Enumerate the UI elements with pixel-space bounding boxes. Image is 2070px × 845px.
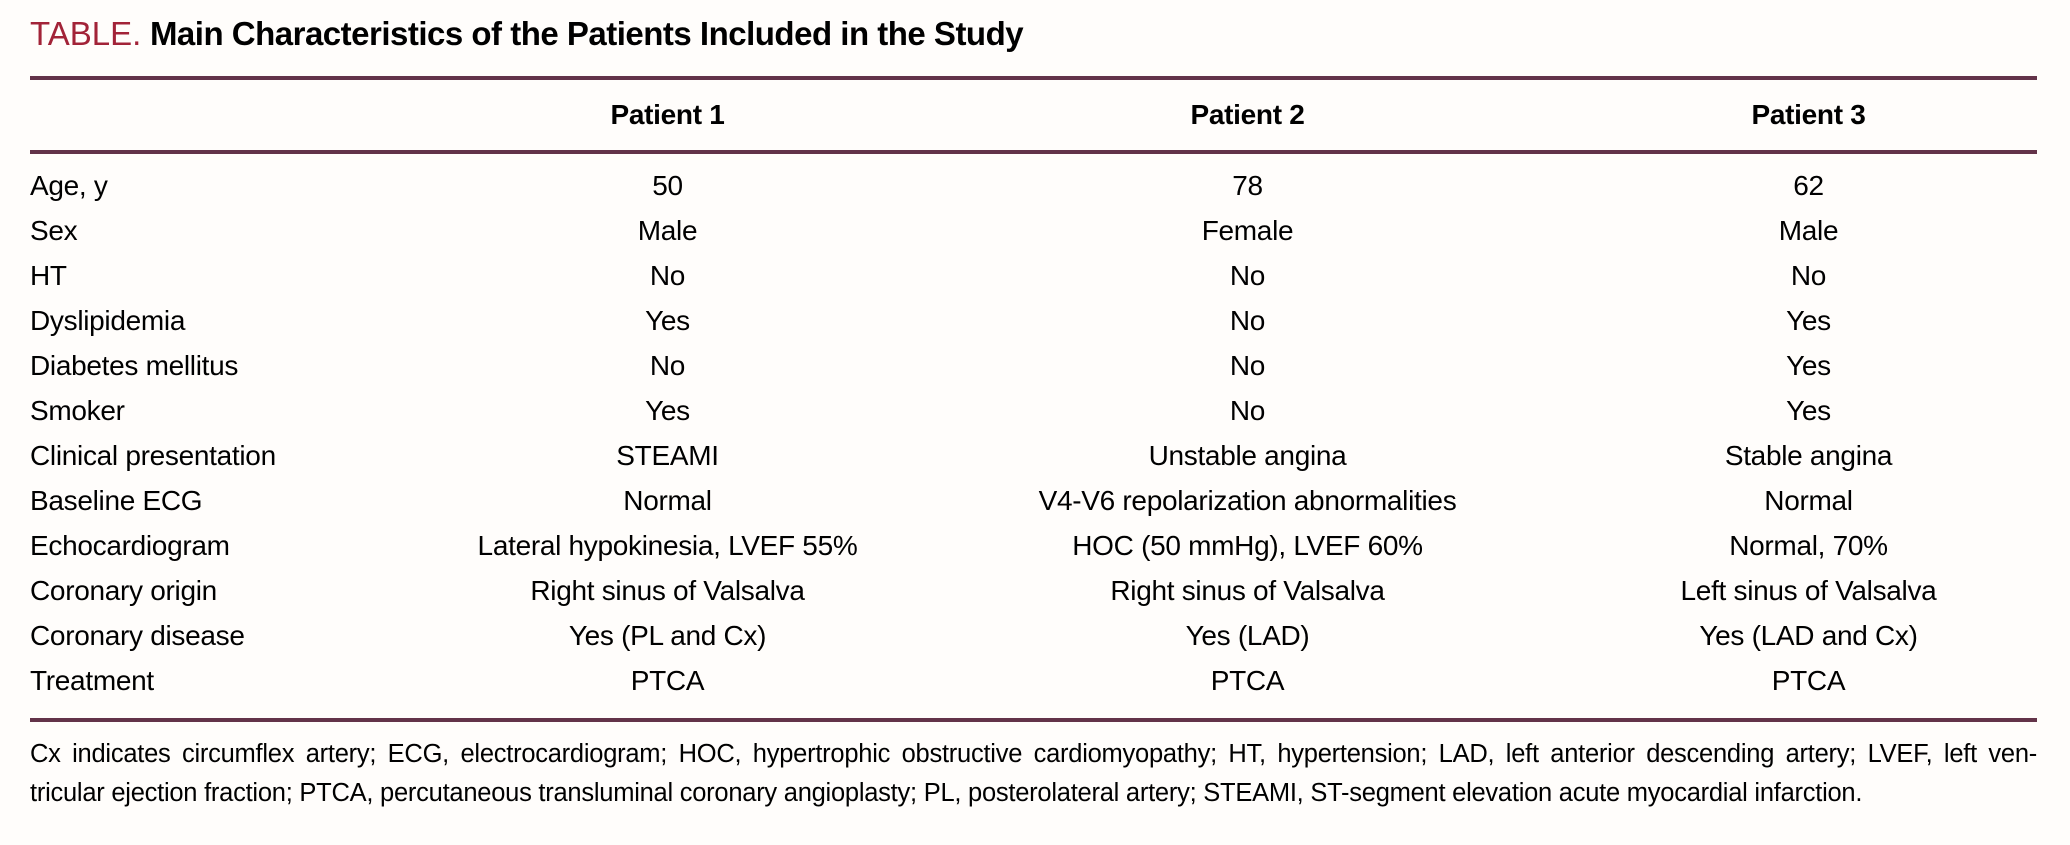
paper-table-figure: TABLE. Main Characteristics of the Patie… — [30, 14, 2037, 813]
header-row: Patient 1 Patient 2 Patient 3 — [30, 80, 2037, 150]
cell-patient-2: Female — [1201, 214, 1294, 246]
footnote: Cx indicates circumflex artery; ECG, ele… — [30, 735, 2037, 813]
table-row: Baseline ECG Normal V4-V6 repolarization… — [30, 478, 2037, 523]
cell-patient-1: PTCA — [630, 664, 705, 696]
cell-patient-3: Normal — [1764, 484, 1853, 516]
cell-patient-1: STEAMI — [616, 439, 719, 471]
table-row: Clinical presentation STEAMI Unstable an… — [30, 433, 2037, 478]
cell-patient-1: Yes — [645, 304, 690, 336]
table-label: TABLE. — [30, 15, 142, 52]
cell-patient-1: Male — [637, 214, 698, 246]
bottom-rule — [30, 718, 2037, 722]
cell-patient-1: 50 — [652, 169, 683, 201]
cell-patient-3: Stable angina — [1724, 439, 1893, 471]
cell-patient-2: No — [1229, 304, 1266, 336]
cell-patient-3: Yes (LAD and Cx) — [1699, 619, 1918, 651]
table-title-text: Main Characteristics of the Patients Inc… — [149, 15, 1024, 52]
footnote-line-1: Cx indicates circumflex artery; ECG, ele… — [30, 740, 2037, 768]
row-label: Dyslipidemia — [30, 304, 186, 336]
cell-patient-1: Yes (PL and Cx) — [568, 619, 767, 651]
row-label: HT — [30, 259, 67, 291]
footnote-line-2: tricular ejection fraction; PTCA, percut… — [30, 779, 1863, 807]
row-label: Coronary origin — [30, 574, 217, 606]
cell-patient-3: Left sinus of Valsalva — [1680, 574, 1937, 606]
table-row: Diabetes mellitus No No Yes — [30, 343, 2037, 388]
column-header-patient-2: Patient 2 — [1190, 99, 1305, 130]
table-row: Age, y 50 78 62 — [30, 163, 2037, 208]
cell-patient-2: Yes (LAD) — [1185, 619, 1310, 651]
cell-patient-1: Normal — [623, 484, 712, 516]
row-label: Smoker — [30, 394, 125, 426]
table-row: Smoker Yes No Yes — [30, 388, 2037, 433]
cell-patient-3: Normal, 70% — [1729, 529, 1888, 561]
table-row: HT No No No — [30, 253, 2037, 298]
row-label: Clinical presentation — [30, 439, 276, 471]
cell-patient-2: V4-V6 repolarization abnormalities — [1038, 484, 1457, 516]
table-row: Sex Male Female Male — [30, 208, 2037, 253]
column-header-patient-3: Patient 3 — [1751, 99, 1866, 130]
row-label: Age, y — [30, 169, 108, 201]
cell-patient-2: PTCA — [1210, 664, 1285, 696]
table-row: Coronary disease Yes (PL and Cx) Yes (LA… — [30, 613, 2037, 658]
cell-patient-3: No — [1790, 259, 1827, 291]
cell-patient-2: No — [1229, 349, 1266, 381]
cell-patient-1: No — [649, 259, 686, 291]
cell-patient-2: No — [1229, 259, 1266, 291]
cell-patient-1: No — [649, 349, 686, 381]
cell-patient-3: PTCA — [1771, 664, 1846, 696]
row-label: Diabetes mellitus — [30, 349, 239, 381]
cell-patient-2: Unstable angina — [1148, 439, 1347, 471]
column-header-patient-1: Patient 1 — [610, 99, 725, 130]
top-rule — [30, 76, 2037, 80]
cell-patient-3: Yes — [1786, 349, 1831, 381]
cell-patient-3: 62 — [1793, 169, 1824, 201]
table-title: TABLE. Main Characteristics of the Patie… — [30, 14, 2037, 54]
cell-patient-2: Right sinus of Valsalva — [1110, 574, 1385, 606]
row-label: Coronary disease — [30, 619, 245, 651]
cell-patient-3: Yes — [1786, 304, 1831, 336]
header-rule — [30, 150, 2037, 154]
row-label: Baseline ECG — [30, 484, 203, 516]
row-label: Treatment — [30, 664, 154, 696]
characteristics-table-body: Age, y 50 78 62 Sex Male Female Male HT … — [30, 154, 2037, 718]
table-row: Dyslipidemia Yes No Yes — [30, 298, 2037, 343]
cell-patient-1: Yes — [645, 394, 690, 426]
cell-patient-1: Right sinus of Valsalva — [530, 574, 805, 606]
cell-patient-2: HOC (50 mmHg), LVEF 60% — [1072, 529, 1423, 561]
cell-patient-2: No — [1229, 394, 1266, 426]
cell-patient-3: Yes — [1786, 394, 1831, 426]
cell-patient-3: Male — [1778, 214, 1839, 246]
table-row: Echocardiogram Lateral hypokinesia, LVEF… — [30, 523, 2037, 568]
table-row: Coronary origin Right sinus of Valsalva … — [30, 568, 2037, 613]
cell-patient-1: Lateral hypokinesia, LVEF 55% — [477, 529, 858, 561]
row-label: Echocardiogram — [30, 529, 230, 561]
table-row: Treatment PTCA PTCA PTCA — [30, 658, 2037, 703]
row-label: Sex — [30, 214, 78, 246]
cell-patient-2: 78 — [1232, 169, 1263, 201]
